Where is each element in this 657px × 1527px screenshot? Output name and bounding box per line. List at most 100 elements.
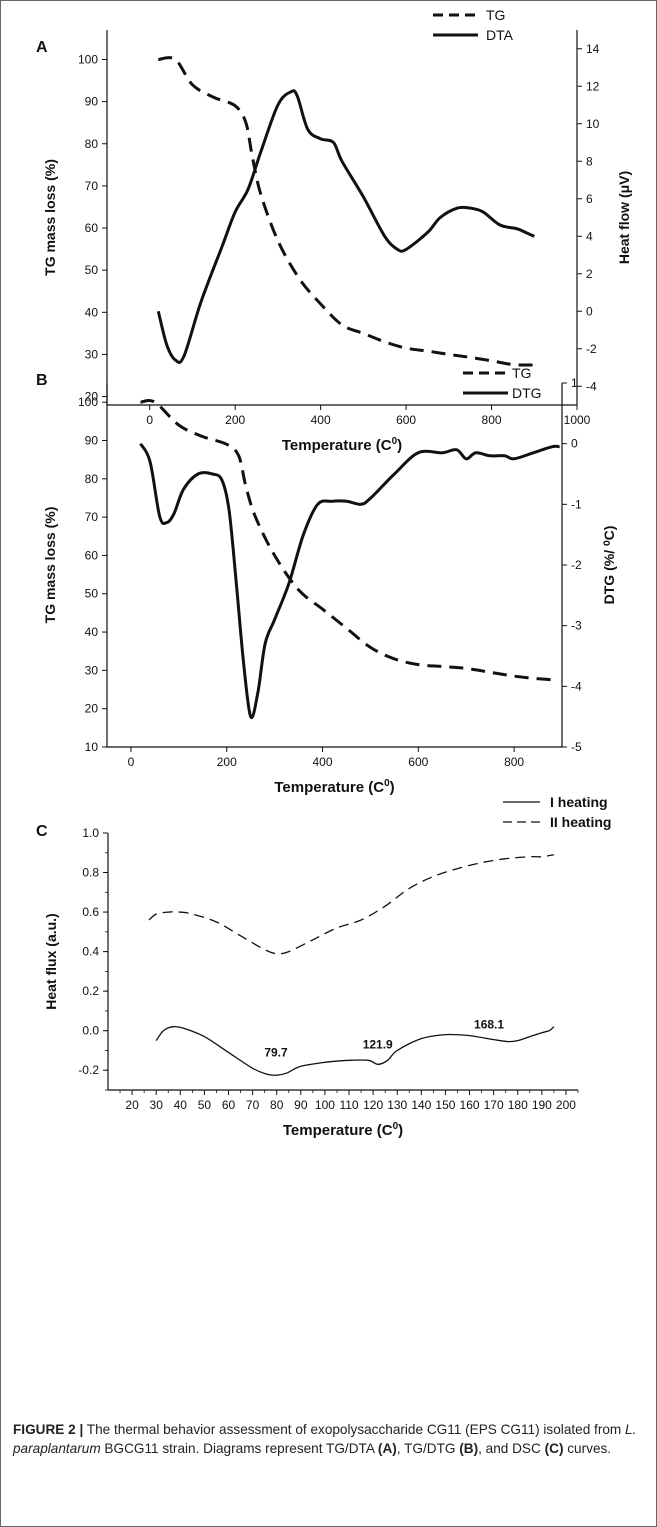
legend-label: I heating: [550, 794, 608, 810]
x-tick-label: 400: [311, 413, 331, 427]
y-left-tick-label: 30: [85, 663, 99, 677]
x-tick-label: 60: [222, 1098, 236, 1112]
x-tick-label: 200: [556, 1098, 576, 1112]
y-left-tick-label: 50: [85, 263, 99, 277]
y-left-tick-label: 0.4: [82, 945, 99, 959]
y-left-tick-label: 70: [85, 179, 99, 193]
x-axis-title-main: Temperature (C: [282, 437, 392, 454]
y-left-tick-label: 0.0: [82, 1024, 99, 1038]
y-left-tick-label: 90: [85, 95, 99, 109]
x-axis-title: Temperature (C0): [282, 436, 402, 454]
peak-annotation: 168.1: [474, 1018, 504, 1032]
y-left-tick-label: 70: [85, 510, 99, 524]
panel-label: C: [36, 823, 48, 840]
y-right-tick-label: 10: [586, 117, 600, 131]
x-tick-label: 70: [246, 1098, 260, 1112]
x-tick-label: 40: [174, 1098, 188, 1112]
x-tick-label: 600: [408, 755, 428, 769]
y-left-tick-label: 80: [85, 472, 99, 486]
y-left-tick-label: 0.8: [82, 866, 99, 880]
x-tick-label: 600: [396, 413, 416, 427]
y-left-tick-label: 40: [85, 305, 99, 319]
y-left-tick-label: 60: [85, 548, 99, 562]
y-left-tick-label: 100: [78, 52, 98, 66]
x-axis-title-superscript: 0: [384, 778, 390, 789]
y-left-axis-title: Heat flux (a.u.): [43, 913, 59, 1009]
caption-text-4: , and DSC: [478, 1441, 545, 1456]
y-left-axis-title: TG mass loss (%): [42, 507, 58, 624]
x-axis-title-main: Temperature (C: [283, 1122, 393, 1139]
peak-annotation: 121.9: [363, 1037, 393, 1051]
peak-annotation: 79.7: [264, 1045, 288, 1059]
y-right-tick-label: 12: [586, 79, 600, 93]
y-right-tick-label: -1: [571, 497, 582, 511]
y-right-tick-label: 1: [571, 376, 578, 390]
series-line-ii-heating: [148, 854, 555, 955]
y-left-tick-label: -0.2: [78, 1063, 99, 1077]
y-right-tick-label: -4: [586, 379, 597, 393]
x-tick-label: 400: [313, 755, 333, 769]
x-tick-label: 200: [217, 755, 237, 769]
y-right-tick-label: -4: [571, 679, 582, 693]
x-tick-label: 800: [504, 755, 524, 769]
series-line-i-heating: [155, 1025, 555, 1076]
x-tick-label: 160: [460, 1098, 480, 1112]
y-left-tick-label: 10: [85, 740, 99, 754]
caption-text-5: curves.: [563, 1441, 612, 1456]
legend-label: DTA: [486, 27, 514, 43]
x-tick-label: 0: [128, 755, 135, 769]
x-tick-label: 110: [339, 1098, 358, 1112]
caption-organism: L. paraplantarum: [13, 1422, 637, 1456]
x-tick-label: 50: [198, 1098, 212, 1112]
x-axis-title-close: ): [397, 437, 402, 454]
y-left-tick-label: 20: [85, 702, 99, 716]
legend-label: TG: [486, 7, 505, 23]
y-right-tick-label: 0: [571, 437, 578, 451]
caption-text-2: BGCG11 strain. Diagrams represent TG/DTA: [100, 1441, 378, 1456]
y-left-axis-title: TG mass loss (%): [42, 159, 58, 276]
y-right-tick-label: -3: [571, 619, 582, 633]
panel-a: 0 200 400 600 800 10002030405060708090100-4-2…: [36, 7, 632, 454]
y-right-tick-label: 14: [586, 42, 600, 56]
y-left-tick-label: 80: [85, 137, 99, 151]
y-right-tick-label: -2: [571, 558, 582, 572]
x-tick-label: 200: [225, 413, 245, 427]
x-tick-label: 90: [294, 1098, 308, 1112]
x-tick-label: 170: [484, 1098, 504, 1112]
y-right-tick-label: 0: [586, 304, 593, 318]
x-axis-title: Temperature (C0): [283, 1121, 403, 1139]
y-left-tick-label: 0.6: [82, 905, 99, 919]
panel-label: A: [36, 39, 48, 56]
x-axis-title-superscript: 0: [393, 1121, 399, 1132]
x-tick-label: 20: [125, 1098, 139, 1112]
legend-label: II heating: [550, 814, 611, 830]
x-axis-title-main: Temperature (C: [274, 779, 384, 796]
caption-ref-b: (B): [459, 1441, 479, 1456]
caption-ref-a: (A): [377, 1441, 397, 1456]
caption-figure-label: FIGURE 2 |: [13, 1422, 84, 1437]
caption-ref-c: (C): [544, 1441, 564, 1456]
panel-label: B: [36, 372, 48, 389]
x-tick-label: 190: [532, 1098, 552, 1112]
series-line-tg: [158, 56, 535, 367]
panel-b: 0 200 400 600 800102030405060708090100-5-4-3…: [36, 365, 617, 796]
y-left-tick-label: 1.0: [82, 826, 99, 840]
x-axis-title-close: ): [398, 1122, 403, 1139]
x-tick-label: 180: [508, 1098, 528, 1112]
x-tick-label: 30: [150, 1098, 164, 1112]
y-left-tick-label: 60: [85, 221, 99, 235]
x-axis-title-superscript: 0: [392, 436, 398, 447]
y-left-tick-label: 30: [85, 347, 99, 361]
x-tick-label: 150: [435, 1098, 455, 1112]
y-right-axis-title: Heat flow (μV): [616, 171, 632, 264]
y-right-tick-label: 6: [586, 192, 593, 206]
y-right-tick-label: -2: [586, 342, 597, 356]
legend-label: DTG: [512, 385, 542, 401]
series-line-tg: [140, 398, 558, 682]
series-line-dtg: [139, 442, 560, 720]
y-right-axis-title: DTG (%/ ⁰C): [601, 526, 617, 605]
y-left-tick-label: 90: [85, 433, 99, 447]
y-right-tick-label: 2: [586, 267, 593, 281]
series-line-dta: [156, 89, 535, 364]
